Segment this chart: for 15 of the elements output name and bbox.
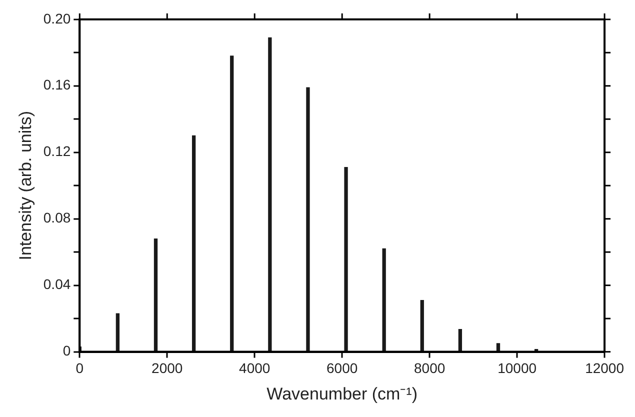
y-tick-label: 0 [62, 342, 71, 359]
x-tick-label: 4000 [239, 360, 270, 376]
x-tick-label: 2000 [152, 360, 183, 376]
x-tick-label: 6000 [326, 360, 358, 376]
y-tick-label: 0.20 [43, 10, 71, 26]
x-axis-title: Wavenumber (cm⁻¹) [266, 384, 418, 404]
x-tick-label: 8000 [414, 360, 446, 376]
y-tick-label: 0.16 [43, 76, 71, 93]
y-tick-label: 0.04 [43, 276, 71, 292]
x-tick-label: 10000 [498, 360, 537, 376]
y-tick-label: 0.08 [43, 210, 71, 226]
x-tick-label: 0 [76, 360, 84, 376]
y-tick-label: 0.12 [43, 143, 71, 160]
y-axis-title: Intensity (arb. units) [16, 110, 35, 260]
x-tick-label: 12000 [585, 360, 624, 376]
